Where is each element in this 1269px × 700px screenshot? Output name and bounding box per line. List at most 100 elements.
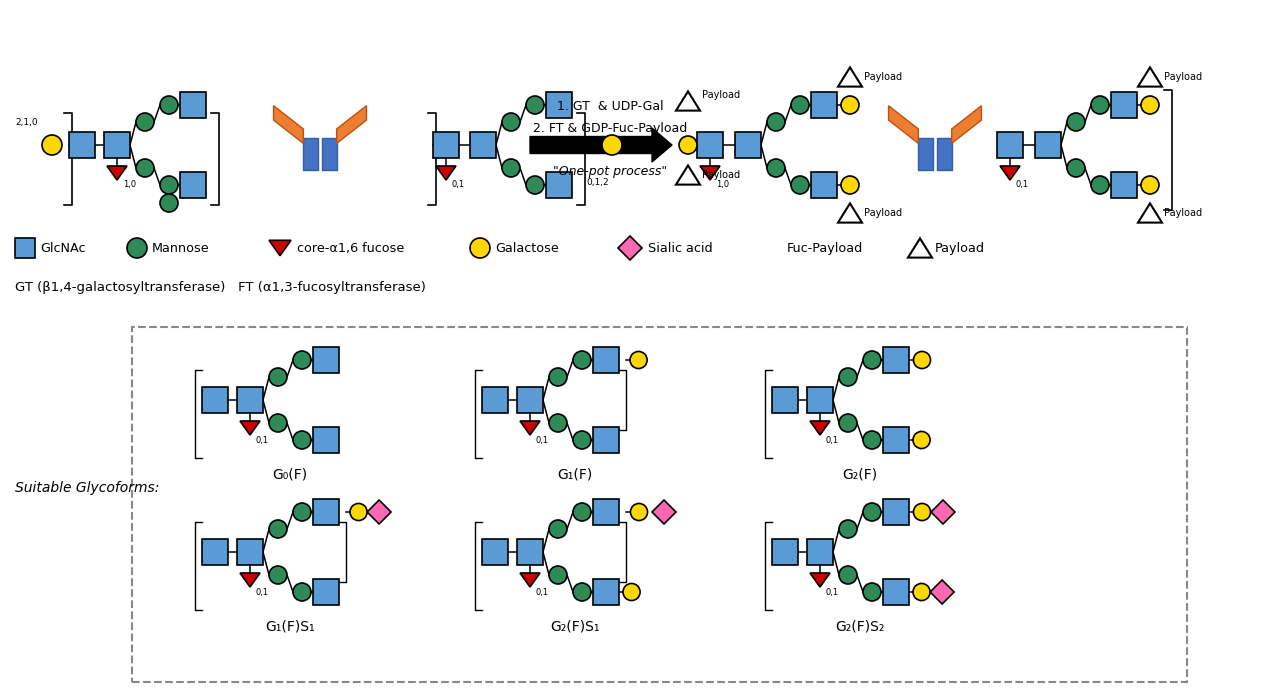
Bar — [313, 579, 339, 605]
Text: 0,1: 0,1 — [536, 587, 549, 596]
Bar — [546, 92, 572, 118]
Bar — [180, 92, 206, 118]
Polygon shape — [274, 106, 303, 144]
Circle shape — [503, 159, 520, 177]
Circle shape — [841, 96, 859, 114]
Circle shape — [863, 583, 881, 601]
Polygon shape — [838, 67, 862, 87]
Circle shape — [912, 584, 930, 601]
Bar — [593, 347, 619, 373]
Bar — [546, 172, 572, 198]
Bar — [735, 132, 761, 158]
Circle shape — [525, 96, 544, 114]
Circle shape — [863, 351, 881, 369]
Bar — [883, 427, 909, 453]
Circle shape — [841, 176, 859, 194]
Circle shape — [679, 136, 697, 154]
Text: 0,1: 0,1 — [826, 587, 839, 596]
Bar — [104, 132, 129, 158]
Bar — [132, 327, 1187, 682]
Text: Payload: Payload — [702, 90, 740, 100]
Circle shape — [863, 431, 881, 449]
Text: 0,1: 0,1 — [826, 435, 839, 444]
Polygon shape — [367, 500, 391, 524]
Polygon shape — [618, 236, 642, 260]
Text: Suitable Glycoforms:: Suitable Glycoforms: — [15, 481, 160, 495]
Polygon shape — [909, 239, 931, 258]
Bar — [883, 579, 909, 605]
Circle shape — [136, 159, 154, 177]
Circle shape — [631, 503, 647, 521]
Circle shape — [503, 113, 520, 131]
Bar — [202, 539, 228, 565]
Circle shape — [269, 414, 287, 432]
Circle shape — [549, 566, 567, 584]
Bar — [807, 539, 832, 565]
Bar — [482, 387, 508, 413]
Bar — [313, 427, 339, 453]
Bar — [811, 92, 838, 118]
Bar — [811, 172, 838, 198]
Bar — [919, 138, 933, 170]
Bar — [593, 499, 619, 525]
Text: 0,1: 0,1 — [256, 587, 269, 596]
Polygon shape — [520, 421, 541, 435]
Polygon shape — [930, 580, 954, 604]
Circle shape — [136, 113, 154, 131]
Circle shape — [914, 503, 930, 521]
Bar — [516, 539, 543, 565]
Circle shape — [1141, 96, 1159, 114]
Bar — [593, 427, 619, 453]
Text: 1,0: 1,0 — [716, 181, 730, 190]
Polygon shape — [1138, 67, 1162, 87]
Bar — [883, 347, 909, 373]
Circle shape — [1141, 176, 1159, 194]
Circle shape — [1091, 96, 1109, 114]
Bar — [697, 132, 723, 158]
Bar — [69, 132, 95, 158]
Text: G₁(F): G₁(F) — [557, 468, 593, 482]
Circle shape — [127, 238, 147, 258]
Polygon shape — [888, 106, 919, 144]
Polygon shape — [240, 573, 260, 587]
Bar — [772, 539, 798, 565]
Polygon shape — [676, 165, 700, 185]
Polygon shape — [336, 106, 367, 144]
Circle shape — [574, 431, 591, 449]
Bar — [313, 499, 339, 525]
Circle shape — [160, 96, 178, 114]
Circle shape — [350, 503, 367, 521]
Circle shape — [839, 368, 857, 386]
Circle shape — [766, 113, 786, 131]
Text: G₀(F): G₀(F) — [273, 468, 307, 482]
Circle shape — [912, 431, 930, 449]
Polygon shape — [700, 166, 720, 180]
Bar — [938, 138, 952, 170]
Text: 0,1,2: 0,1,2 — [586, 178, 609, 188]
Circle shape — [549, 414, 567, 432]
Text: 1,0: 1,0 — [123, 181, 136, 190]
Circle shape — [1067, 113, 1085, 131]
Circle shape — [42, 135, 62, 155]
Bar — [593, 579, 619, 605]
Text: Payload: Payload — [1164, 208, 1202, 218]
Text: G₁(F)S₁: G₁(F)S₁ — [265, 620, 315, 634]
Text: Payload: Payload — [702, 170, 740, 180]
Text: 0,1: 0,1 — [256, 435, 269, 444]
Text: Payload: Payload — [864, 72, 902, 82]
Polygon shape — [838, 204, 862, 223]
Polygon shape — [931, 500, 956, 524]
Text: 0,1: 0,1 — [452, 181, 466, 190]
Circle shape — [1091, 176, 1109, 194]
Text: Payload: Payload — [864, 208, 902, 218]
Text: G₂(F)S₁: G₂(F)S₁ — [551, 620, 600, 634]
Bar — [1110, 172, 1137, 198]
Text: 2. FT & GDP-Fuc-Payload: 2. FT & GDP-Fuc-Payload — [533, 122, 687, 135]
Circle shape — [160, 194, 178, 212]
Text: 0,1: 0,1 — [536, 435, 549, 444]
Circle shape — [160, 176, 178, 194]
Circle shape — [791, 96, 810, 114]
Bar — [322, 138, 336, 170]
Text: "One-pot process": "One-pot process" — [553, 165, 667, 178]
Circle shape — [839, 520, 857, 538]
